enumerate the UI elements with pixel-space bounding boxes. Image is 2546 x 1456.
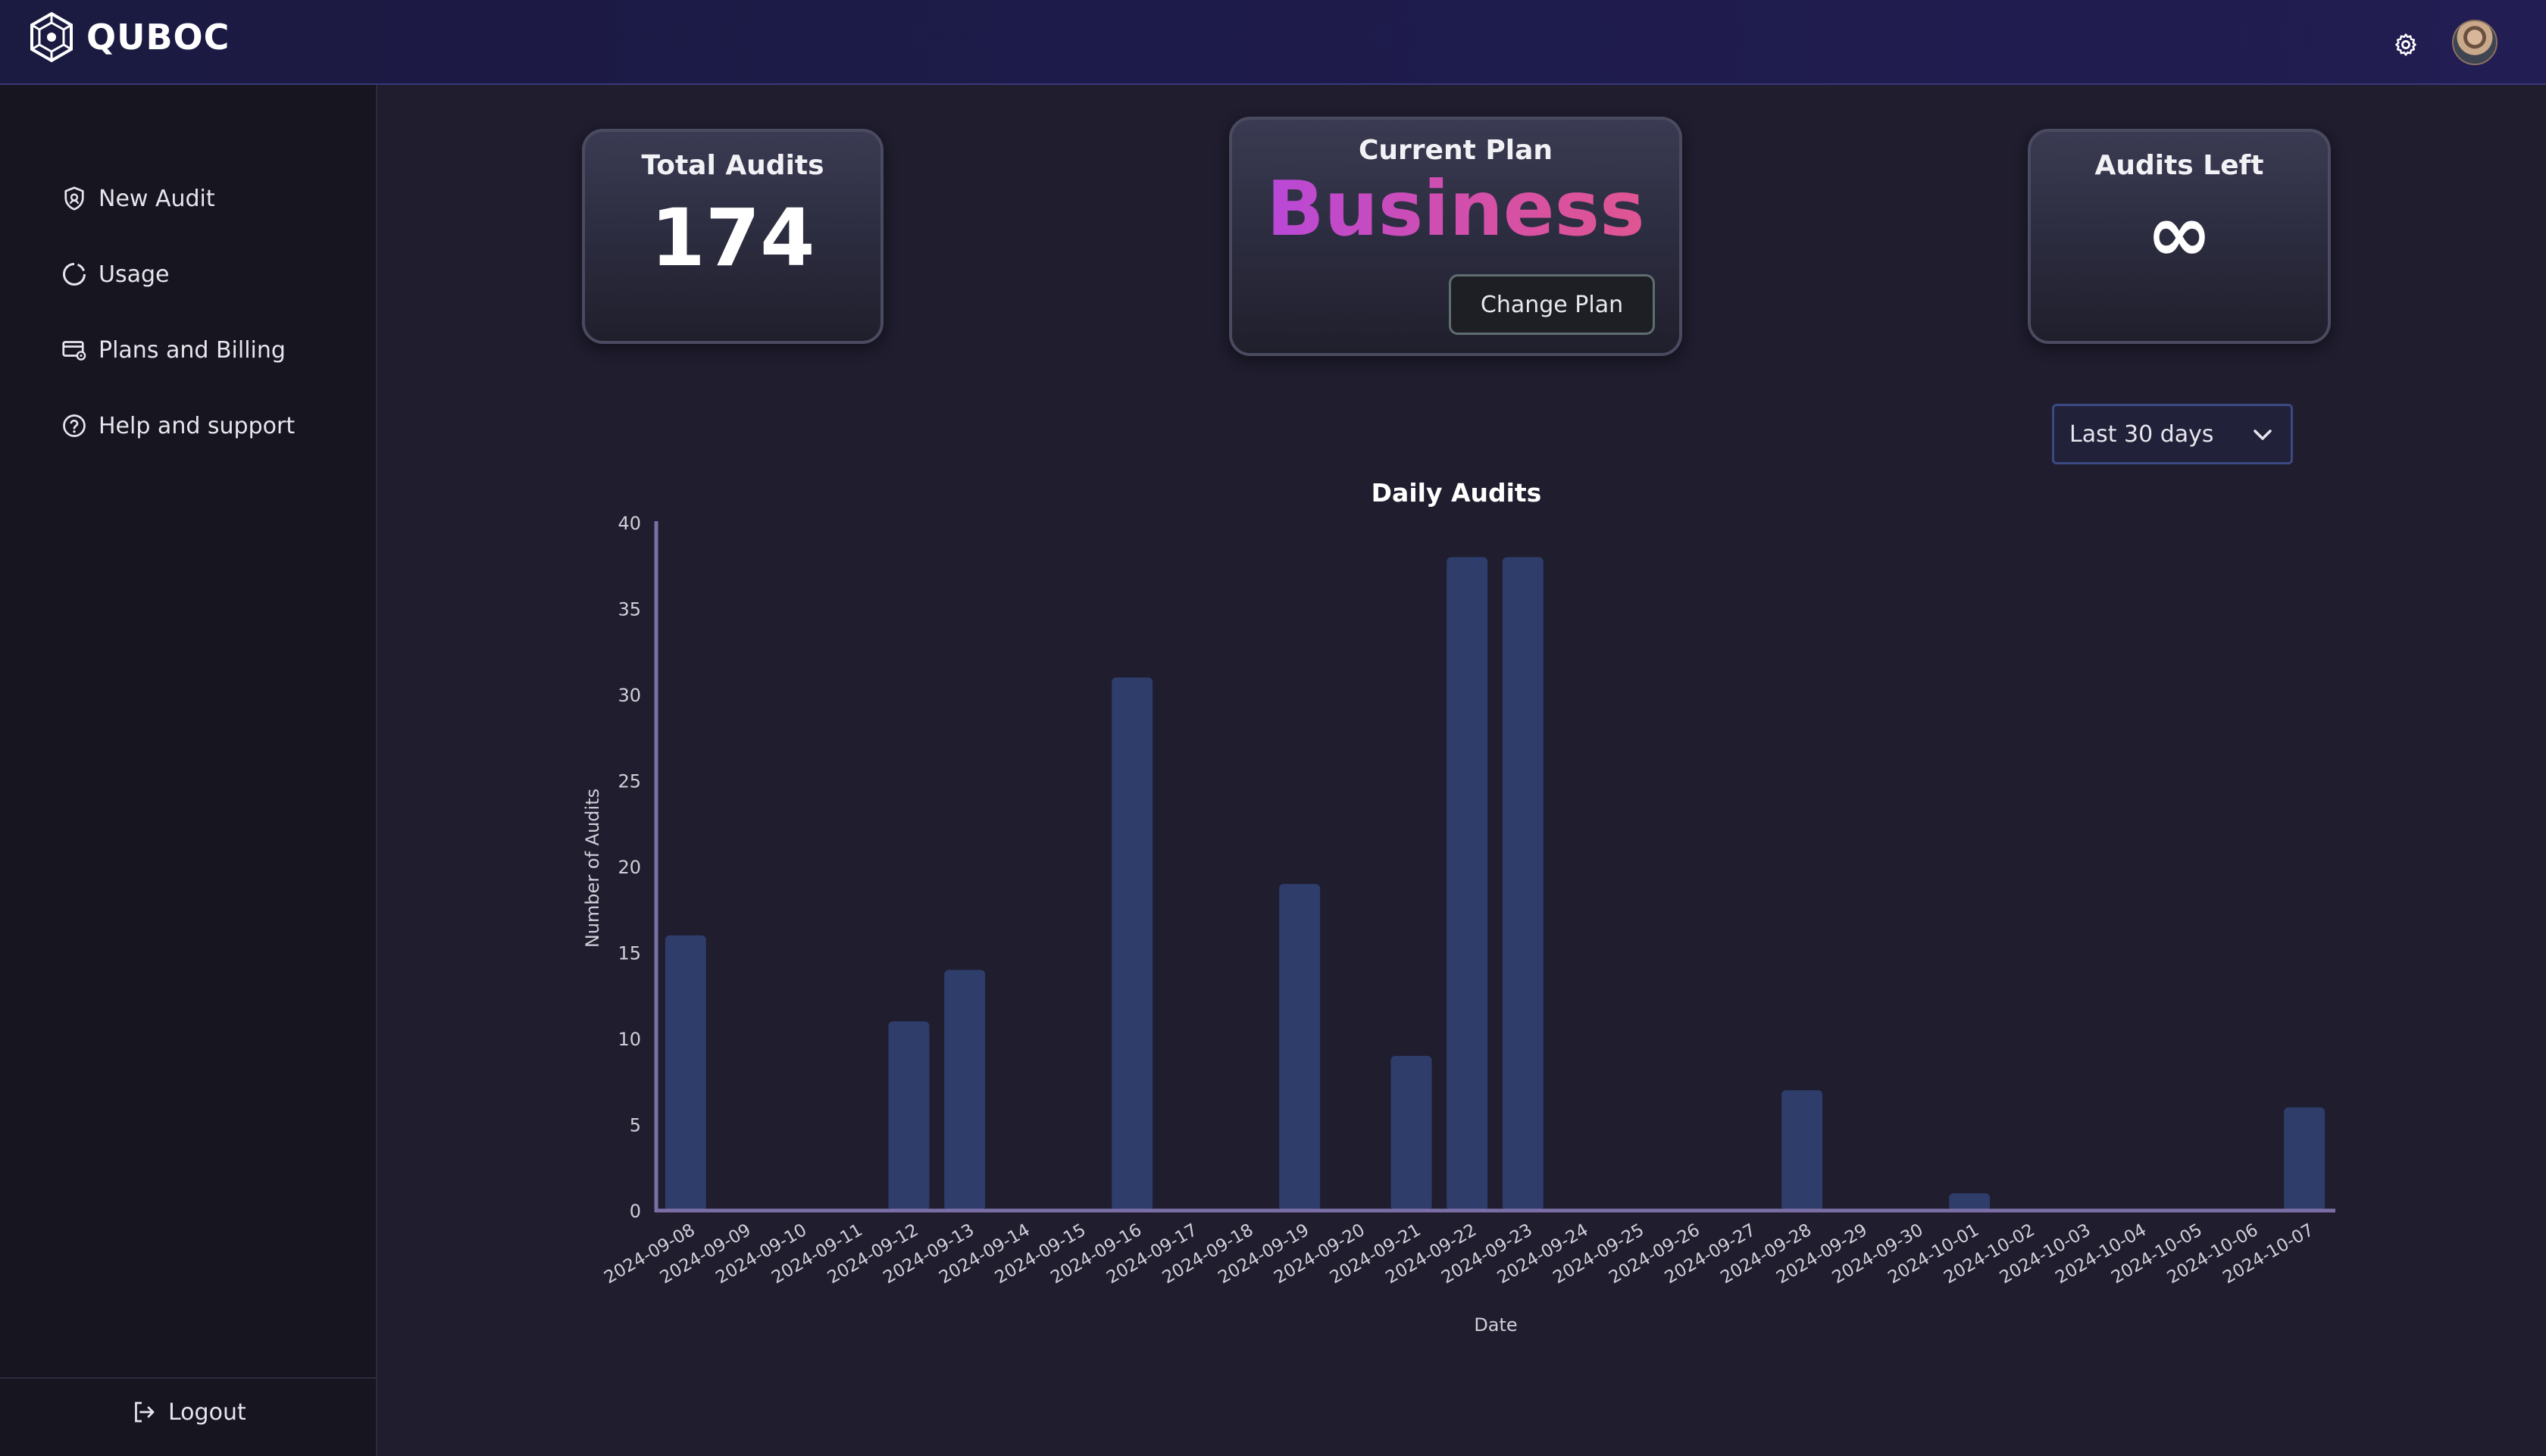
x-tick-label: 2024-09-28 bbox=[1717, 1220, 1815, 1288]
chevron-down-icon bbox=[2254, 430, 2272, 440]
date-range-select[interactable]: Last 30 days bbox=[2052, 404, 2293, 464]
x-tick-label: 2024-10-06 bbox=[2164, 1220, 2262, 1288]
bar-2024-09-08[interactable] bbox=[665, 935, 706, 1211]
x-tick-label: 2024-09-24 bbox=[1494, 1220, 1592, 1288]
x-tick-label: 2024-10-01 bbox=[1884, 1220, 1982, 1288]
sidebar-item-new-audit[interactable]: New Audit bbox=[61, 180, 215, 217]
y-tick-label: 25 bbox=[618, 771, 641, 792]
x-tick-label: 2024-09-26 bbox=[1606, 1220, 1703, 1288]
gear-icon[interactable] bbox=[2393, 32, 2419, 58]
x-tick-label: 2024-09-30 bbox=[1829, 1220, 1927, 1288]
top-bar: QUBOC bbox=[0, 0, 2546, 85]
x-tick-label: 2024-09-09 bbox=[657, 1220, 755, 1288]
billing-icon bbox=[62, 341, 86, 361]
user-avatar[interactable] bbox=[2452, 20, 2498, 65]
help-icon bbox=[63, 414, 86, 437]
bar-2024-09-16[interactable] bbox=[1112, 677, 1153, 1211]
shield-icon bbox=[64, 186, 84, 211]
x-tick-label: 2024-09-22 bbox=[1382, 1220, 1480, 1288]
x-tick-label: 2024-09-29 bbox=[1773, 1220, 1871, 1288]
audits-left-card: Audits Left ∞ bbox=[2028, 129, 2331, 344]
total-audits-title: Total Audits bbox=[641, 150, 824, 181]
sidebar: New Audit Usage Plans and Billing Help a… bbox=[0, 85, 377, 1456]
x-axis-label: Date bbox=[1474, 1314, 1517, 1336]
bar-2024-09-13[interactable] bbox=[944, 970, 986, 1211]
sidebar-item-plans-and-billing[interactable]: Plans and Billing bbox=[61, 331, 286, 369]
bar-2024-10-07[interactable] bbox=[2284, 1107, 2325, 1211]
date-range-selected-value: Last 30 days bbox=[2069, 420, 2214, 448]
sidebar-item-label: Help and support bbox=[99, 412, 296, 439]
y-tick-label: 15 bbox=[618, 943, 641, 964]
bar-2024-09-21[interactable] bbox=[1390, 1055, 1432, 1211]
total-audits-value: 174 bbox=[650, 192, 815, 284]
audits-left-value: ∞ bbox=[2146, 187, 2213, 280]
sidebar-item-help-and-support[interactable]: Help and support bbox=[61, 407, 295, 445]
y-tick-label: 10 bbox=[618, 1029, 641, 1050]
x-tick-label: 2024-09-23 bbox=[1438, 1220, 1536, 1288]
current-plan-title: Current Plan bbox=[1359, 135, 1553, 166]
bar-2024-10-01[interactable] bbox=[1949, 1193, 1991, 1211]
x-tick-label: 2024-09-08 bbox=[601, 1220, 699, 1288]
current-plan-value: Business bbox=[1232, 164, 1679, 254]
bar-2024-09-12[interactable] bbox=[888, 1021, 930, 1211]
bar-2024-09-28[interactable] bbox=[1781, 1090, 1823, 1211]
y-axis-label: Number of Audits bbox=[582, 789, 603, 948]
bar-2024-09-22[interactable] bbox=[1447, 557, 1488, 1211]
x-tick-label: 2024-10-05 bbox=[2108, 1220, 2206, 1288]
sidebar-item-label: New Audit bbox=[99, 185, 215, 212]
sidebar-item-label: Plans and Billing bbox=[99, 336, 286, 364]
y-tick-label: 20 bbox=[618, 857, 641, 878]
chart-title: Daily Audits bbox=[1372, 478, 1542, 508]
x-tick-label: 2024-09-11 bbox=[768, 1220, 866, 1288]
x-tick-label: 2024-09-17 bbox=[1103, 1220, 1201, 1288]
y-tick-label: 0 bbox=[630, 1201, 641, 1222]
sidebar-item-label: Usage bbox=[99, 261, 170, 288]
x-tick-label: 2024-09-16 bbox=[1047, 1220, 1145, 1288]
audits-left-title: Audits Left bbox=[2094, 150, 2264, 181]
x-tick-label: 2024-09-20 bbox=[1271, 1220, 1368, 1288]
current-plan-card: Current Plan Business Change Plan bbox=[1229, 117, 1682, 356]
y-tick-label: 5 bbox=[630, 1115, 641, 1136]
app-name: QUBOC bbox=[86, 17, 230, 58]
logout-button[interactable]: Logout bbox=[130, 1398, 246, 1426]
y-tick-label: 40 bbox=[618, 513, 641, 534]
x-tick-label: 2024-09-25 bbox=[1550, 1220, 1647, 1288]
x-tick-label: 2024-09-14 bbox=[936, 1220, 1034, 1288]
x-tick-label: 2024-09-21 bbox=[1327, 1220, 1425, 1288]
sidebar-item-usage[interactable]: Usage bbox=[61, 255, 169, 293]
logout-icon bbox=[135, 1401, 155, 1423]
y-tick-label: 35 bbox=[618, 599, 641, 620]
x-tick-label: 2024-09-10 bbox=[712, 1220, 810, 1288]
bar-2024-09-23[interactable] bbox=[1502, 557, 1544, 1211]
x-tick-label: 2024-10-04 bbox=[2052, 1220, 2150, 1288]
total-audits-card: Total Audits 174 bbox=[582, 129, 884, 344]
x-tick-label: 2024-09-12 bbox=[824, 1220, 922, 1288]
x-tick-label: 2024-10-02 bbox=[1941, 1220, 2038, 1288]
quboc-logo-icon bbox=[30, 11, 73, 63]
logout-section: Logout bbox=[0, 1377, 376, 1456]
app-logo[interactable]: QUBOC bbox=[27, 11, 230, 64]
change-plan-button[interactable]: Change Plan bbox=[1449, 274, 1655, 335]
x-tick-label: 2024-09-18 bbox=[1159, 1220, 1257, 1288]
y-tick-label: 30 bbox=[618, 685, 641, 706]
logout-label: Logout bbox=[168, 1398, 246, 1426]
x-tick-label: 2024-09-13 bbox=[880, 1220, 977, 1288]
x-tick-label: 2024-10-07 bbox=[2219, 1220, 2317, 1288]
x-tick-label: 2024-10-03 bbox=[1997, 1220, 2094, 1288]
x-tick-label: 2024-09-19 bbox=[1215, 1220, 1312, 1288]
x-tick-label: 2024-09-15 bbox=[992, 1220, 1090, 1288]
x-tick-label: 2024-09-27 bbox=[1662, 1220, 1759, 1288]
bar-2024-09-19[interactable] bbox=[1279, 883, 1321, 1211]
pie-chart-icon bbox=[63, 263, 86, 286]
